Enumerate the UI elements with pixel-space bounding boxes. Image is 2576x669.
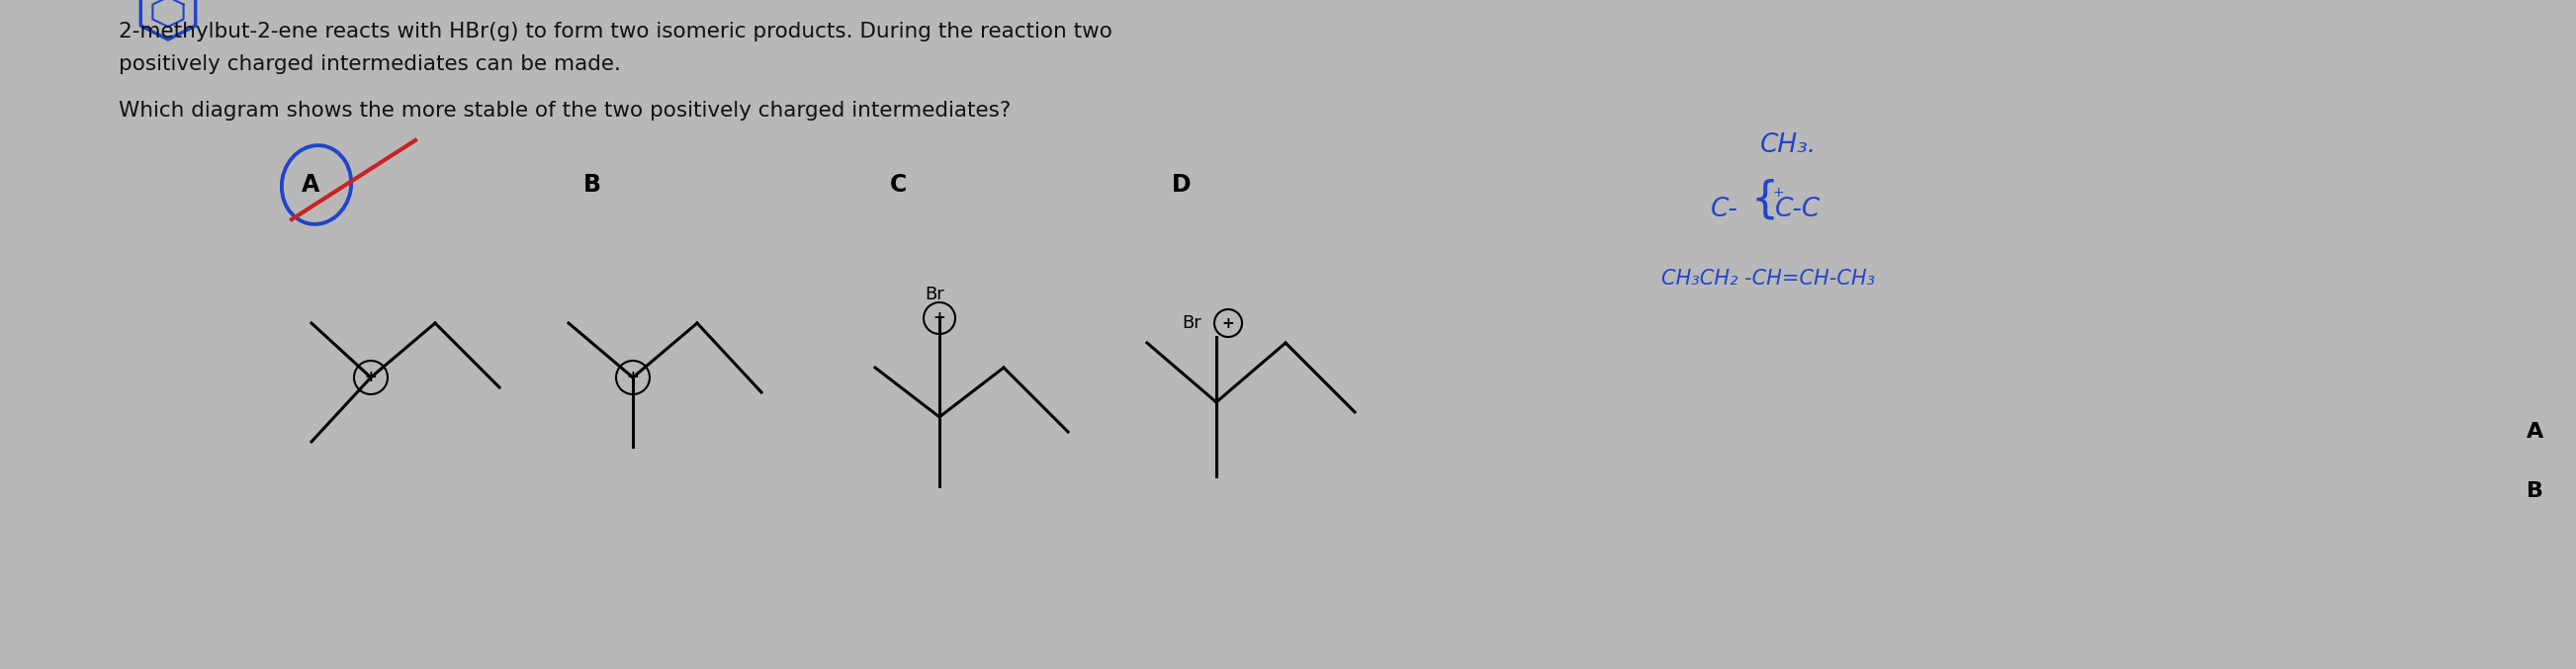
Text: C: C — [889, 173, 907, 197]
Text: +: + — [1221, 316, 1234, 330]
Text: CH₃CH₂ -CH=CH-CH₃: CH₃CH₂ -CH=CH-CH₃ — [1662, 269, 1875, 288]
Text: Br: Br — [925, 286, 945, 303]
Text: +: + — [1772, 186, 1785, 199]
Text: +: + — [366, 370, 376, 385]
Text: B: B — [582, 173, 600, 197]
Text: Br: Br — [1182, 314, 1200, 332]
Text: A: A — [2527, 422, 2543, 442]
Text: A: A — [301, 173, 319, 197]
Text: D: D — [1172, 173, 1190, 197]
Text: C-: C- — [1710, 197, 1739, 222]
Text: positively charged intermediates can be made.: positively charged intermediates can be … — [118, 54, 621, 74]
Text: CH₃.: CH₃. — [1759, 132, 1816, 158]
Text: B: B — [2527, 481, 2543, 501]
Text: {: { — [1749, 179, 1777, 221]
Text: +: + — [933, 311, 945, 326]
Text: C-C: C-C — [1775, 197, 1821, 222]
Text: 2-methylbut-2-ene reacts with HBr(g) to form two isomeric products. During the r: 2-methylbut-2-ene reacts with HBr(g) to … — [118, 21, 1113, 41]
Text: Which diagram shows the more stable of the two positively charged intermediates?: Which diagram shows the more stable of t… — [118, 101, 1010, 120]
Text: +: + — [626, 370, 639, 385]
